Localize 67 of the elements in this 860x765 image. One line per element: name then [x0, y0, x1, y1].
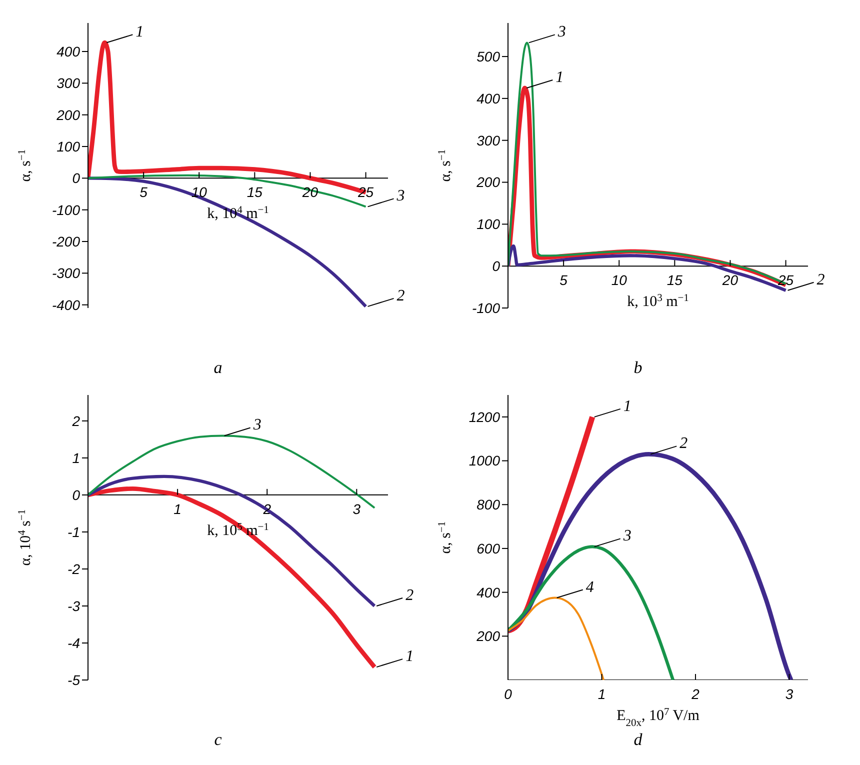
series-label: 1: [623, 398, 632, 415]
line-series: [88, 486, 377, 670]
series-label: 1: [136, 24, 144, 41]
y-tick-label: -2: [68, 560, 80, 577]
series-label: 3: [622, 528, 632, 545]
y-tick-label: 100: [56, 138, 80, 154]
series-label: 1: [556, 68, 564, 86]
y-tick-label: 400: [476, 584, 500, 600]
x-tick-label: 25: [356, 184, 374, 200]
series-label: 3: [252, 416, 262, 434]
x-tick-label: 15: [246, 184, 263, 200]
y-tick-label: 300: [476, 132, 500, 148]
y-tick-label: 1200: [468, 408, 500, 425]
y-tick-label: 800: [476, 496, 500, 513]
y-tick-label: 500: [476, 48, 500, 64]
y-tick-label: -100: [52, 202, 80, 218]
series-label: 1: [406, 648, 414, 666]
x-tick-label: 3: [352, 500, 361, 517]
text: d: [632, 730, 644, 751]
x-tick-label: 10: [611, 272, 628, 288]
text: b: [632, 358, 644, 379]
line-series: [508, 545, 675, 680]
line-series: [508, 596, 605, 680]
y-tick-label: 100: [476, 216, 500, 232]
x-tick-label: 10: [191, 184, 208, 200]
x-tick-label: 5: [140, 184, 148, 200]
x-tick-label: 15: [666, 272, 683, 288]
x-axis-title: k, 10$^{3}$ m$^{−1}$: [627, 292, 689, 310]
x-tick-label: 2: [690, 686, 700, 702]
y-tick-label: -5: [68, 672, 80, 688]
x-tick-label: 25: [776, 272, 794, 288]
y-tick-label: 200: [476, 628, 500, 644]
y-tick-label: -1: [68, 524, 80, 540]
y-tick-label: -100: [472, 300, 500, 316]
text: c: [213, 730, 223, 751]
x-tick-label: 20: [721, 272, 738, 288]
x-tick-label: 3: [785, 686, 794, 702]
text: a: [212, 358, 224, 379]
series-label: 3: [556, 24, 566, 41]
y-tick-label: 600: [476, 540, 500, 556]
y-tick-label: 1: [72, 450, 80, 466]
y-tick-label: 2: [71, 412, 80, 429]
y-tick-label: 200: [476, 174, 500, 190]
x-tick-label: 5: [560, 272, 568, 288]
line-series: [88, 474, 376, 608]
y-tick-label: -4: [68, 634, 80, 651]
y-tick-label: 0: [492, 258, 500, 274]
y-tick-label: 0: [72, 170, 80, 186]
y-tick-label: -300: [52, 265, 80, 282]
x-axis-title: E$_{20x}$, 10$^{7}$ V/m: [616, 706, 700, 728]
series-label: 2: [406, 586, 414, 604]
y-tick-label: 200: [56, 106, 80, 123]
y-tick-label: 1000: [468, 452, 500, 469]
y-tick-label: 0: [72, 486, 80, 503]
y-tick-label: -200: [52, 233, 80, 250]
series-label: 2: [680, 435, 688, 452]
y-tick-label: -400: [52, 296, 80, 313]
series-label: 2: [396, 287, 405, 304]
y-tick-label: 300: [56, 75, 80, 92]
line-series: [508, 452, 794, 680]
series-label: 4: [586, 578, 594, 596]
x-tick-label: 1: [598, 686, 606, 702]
y-tick-label: 400: [476, 90, 500, 106]
y-tick-label: -3: [68, 598, 80, 614]
x-tick-label: 0: [504, 686, 512, 702]
x-tick-label: 1: [174, 500, 182, 517]
y-tick-label: 400: [56, 43, 80, 60]
